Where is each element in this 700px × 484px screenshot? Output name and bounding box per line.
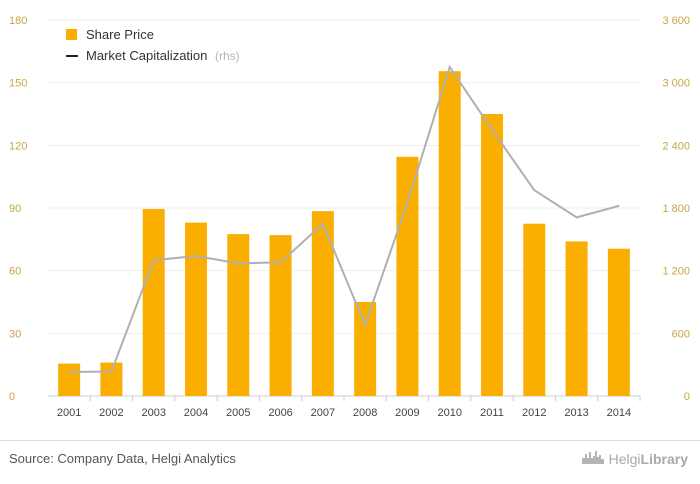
- legend-market-cap-label: Market Capitalization (rhs): [86, 48, 240, 63]
- market-cap-point-2003: [152, 259, 155, 262]
- left-axis-ticks: 0 30 60 90 120 150 180: [9, 15, 27, 403]
- right-tick-label: 3 000: [662, 78, 690, 90]
- right-tick-label: 1 200: [662, 266, 690, 278]
- market-cap-series-line: [69, 64, 620, 373]
- bar-2008: [354, 302, 377, 396]
- x-tick-label-2013: 2013: [564, 407, 588, 419]
- left-tick-label: 0: [9, 391, 15, 403]
- market-cap-point-2002: [110, 370, 113, 373]
- left-tick-label: 60: [9, 266, 21, 278]
- legend: Share Price Market Capitalization (rhs): [66, 27, 240, 63]
- x-tick-label-2006: 2006: [268, 407, 292, 419]
- combo-chart: 0 30 60 90 120 150 180 0 600 1 200 1 800 2 400 3 00…: [9, 15, 690, 419]
- x-tick-label-2007: 2007: [311, 407, 335, 419]
- x-tick-label-2014: 2014: [607, 407, 631, 419]
- bar-2005: [227, 234, 250, 396]
- market-cap-line: [68, 64, 620, 373]
- bar-2013: [565, 241, 588, 396]
- right-tick-label: 0: [684, 391, 690, 403]
- brand-suffix: Library: [640, 450, 688, 467]
- x-tick-label-2002: 2002: [99, 407, 123, 419]
- share-price-bars: [58, 71, 630, 396]
- market-cap-point-2014: [618, 205, 620, 207]
- market-cap-point-2008: [364, 324, 366, 326]
- helgi-skyline-icon: [581, 450, 604, 467]
- x-tick-label-2003: 2003: [141, 407, 165, 419]
- brand-prefix: Helgi: [608, 450, 641, 467]
- legend-market-cap-name: Market Capitalization: [86, 48, 207, 63]
- legend-share-price-label: Share Price: [86, 27, 154, 42]
- bar-2002: [100, 362, 123, 396]
- legend-rhs-note: (rhs): [215, 49, 240, 63]
- left-tick-label: 120: [9, 140, 27, 152]
- bar-2011: [481, 114, 503, 396]
- footer: Source: Company Data, Helgi Analytics He…: [0, 440, 700, 484]
- gridlines: [48, 19, 640, 397]
- market-cap-point-2010: [448, 66, 451, 68]
- market-cap-point-2004: [195, 255, 197, 257]
- bar-2001: [58, 363, 81, 396]
- market-cap-point-2005: [237, 262, 240, 265]
- x-tick-label-2012: 2012: [522, 407, 546, 419]
- market-cap-point-2012: [533, 189, 536, 192]
- right-tick-label: 2 400: [662, 140, 690, 152]
- market-cap-point-2007: [322, 222, 324, 225]
- source-note: Source: Company Data, Helgi Analytics: [9, 451, 236, 466]
- market-cap-point-2013: [575, 216, 578, 219]
- x-tick-label-2010: 2010: [437, 407, 461, 419]
- bar-2010: [438, 71, 461, 396]
- left-tick-label: 90: [9, 203, 21, 215]
- x-axis-ticks: 2001 2002 2003 2004 2005 2006 2007 2008 2009 2010…: [57, 396, 641, 419]
- bar-2004: [185, 222, 207, 396]
- x-tick-label-2005: 2005: [226, 407, 250, 419]
- bar-2014: [607, 248, 630, 396]
- market-cap-point-2009: [406, 201, 409, 204]
- left-tick-label: 30: [9, 328, 21, 340]
- legend-share-price-swatch: [66, 29, 77, 40]
- left-tick-label: 150: [9, 78, 27, 90]
- x-tick-label-2009: 2009: [395, 407, 419, 419]
- x-tick-label-2011: 2011: [480, 407, 504, 419]
- left-tick-label: 180: [9, 15, 27, 27]
- bar-2012: [523, 223, 546, 396]
- x-tick-label-2008: 2008: [353, 407, 377, 419]
- market-cap-point-2011: [491, 128, 493, 131]
- brand-logo: Helgi Library: [581, 450, 688, 467]
- right-tick-label: 1 800: [662, 203, 690, 215]
- x-tick-label-2001: 2001: [57, 407, 81, 419]
- right-tick-label: 3 600: [662, 15, 690, 27]
- x-tick-label-2004: 2004: [184, 407, 208, 419]
- bar-2007: [311, 211, 334, 396]
- right-tick-label: 600: [672, 328, 690, 340]
- right-axis-ticks: 0 600 1 200 1 800 2 400 3 000 3 600: [662, 15, 690, 403]
- bar-2003: [142, 209, 165, 396]
- bar-2009: [396, 156, 419, 396]
- market-cap-point-2006: [279, 261, 282, 264]
- bar-2006: [269, 235, 292, 396]
- market-cap-point-2001: [68, 371, 70, 373]
